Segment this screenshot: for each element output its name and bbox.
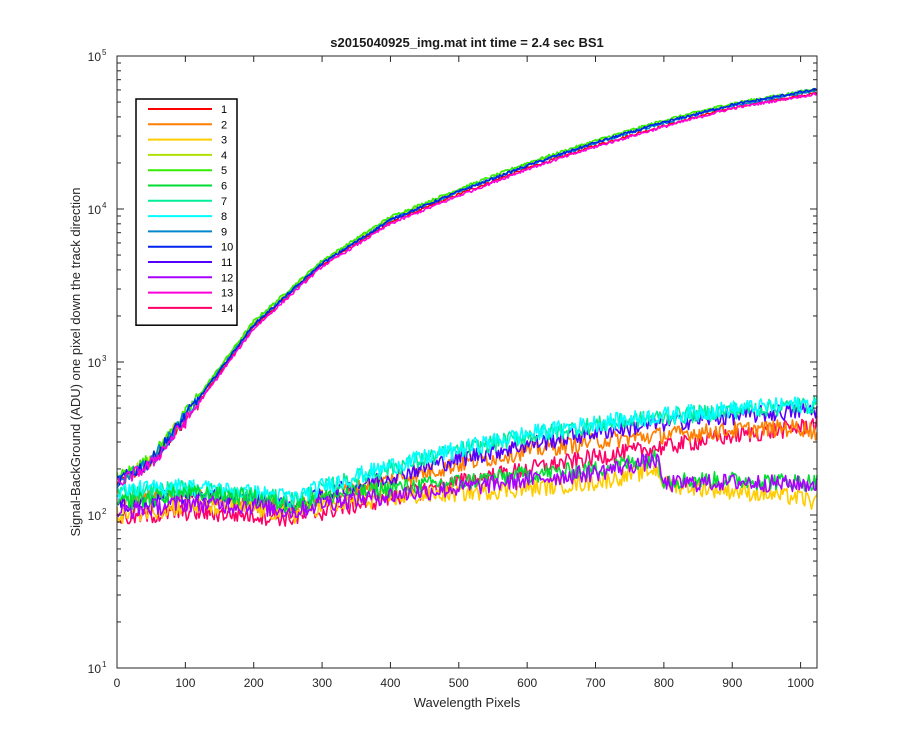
series-line-13: [116, 92, 818, 486]
x-tick-label: 500: [449, 676, 469, 690]
series-line-12: [116, 452, 818, 520]
legend-box: [135, 98, 238, 326]
series-line-7: [116, 395, 818, 510]
y-tick-label: 10: [88, 50, 102, 64]
legend-label-3: 3: [221, 135, 227, 147]
legend-label-13: 13: [221, 288, 233, 300]
legend-label-12: 12: [221, 272, 233, 284]
x-tick-label: 700: [586, 676, 606, 690]
y-tick-label: 10: [88, 356, 102, 370]
legend-label-6: 6: [221, 181, 227, 193]
y-tick-exponent: 3: [102, 354, 107, 363]
x-tick-label: 1000: [787, 676, 814, 690]
y-tick-exponent: 5: [102, 48, 107, 57]
x-tick-label: 800: [654, 676, 674, 690]
series-line-5: [116, 88, 818, 483]
legend-label-14: 14: [221, 303, 233, 315]
x-axis-label: Wavelength Pixels: [414, 695, 521, 710]
chart-title: s2015040925_img.mat int time = 2.4 sec B…: [330, 35, 604, 50]
y-tick-label: 10: [88, 662, 102, 676]
x-tick-label: 400: [380, 676, 400, 690]
y-tick-label: 10: [88, 509, 102, 523]
legend-label-7: 7: [221, 196, 227, 208]
y-tick-exponent: 4: [102, 201, 107, 210]
legend-label-8: 8: [221, 211, 227, 223]
legend-label-10: 10: [221, 242, 233, 254]
y-tick-label: 10: [88, 203, 102, 217]
legend-label-2: 2: [221, 119, 227, 131]
x-tick-label: 100: [175, 676, 195, 690]
legend-label-4: 4: [221, 150, 227, 162]
legend-label-9: 9: [221, 226, 227, 238]
x-tick-label: 600: [517, 676, 537, 690]
legend-label-5: 5: [221, 165, 227, 177]
y-tick-exponent: 2: [102, 507, 107, 516]
y-axis-label: Signal-BackGround (ADU) one pixel down t…: [68, 187, 83, 536]
x-tick-label: 900: [722, 676, 742, 690]
y-tick-exponent: 1: [102, 660, 107, 669]
x-tick-label: 0: [114, 676, 121, 690]
legend-label-1: 1: [221, 104, 227, 116]
series-line-10: [116, 87, 818, 486]
legend-label-11: 11: [221, 257, 232, 269]
series-layer: [116, 87, 818, 527]
series-line-8: [116, 396, 818, 505]
x-tick-label: 200: [244, 676, 264, 690]
x-tick-label: 300: [312, 676, 332, 690]
